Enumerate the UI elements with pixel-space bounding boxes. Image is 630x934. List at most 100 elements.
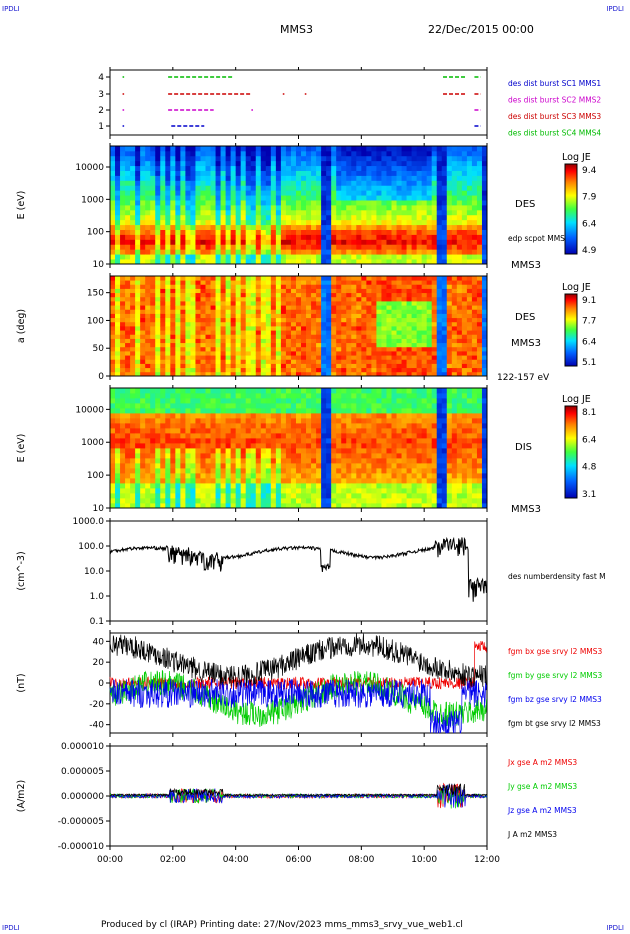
des-pitch-cell <box>421 330 428 335</box>
dis-energy-cell <box>270 453 277 459</box>
des-energy-cell <box>155 234 161 240</box>
des-energy-cell <box>135 229 141 235</box>
dis-energy-cell <box>366 448 372 454</box>
des-energy-cell <box>165 190 171 196</box>
des-energy-cell <box>115 249 121 255</box>
des-energy-cell <box>311 244 317 250</box>
dis-energy-cell <box>336 453 342 459</box>
des-energy-cell <box>306 160 312 167</box>
burst-legend-entry: des dist burst SC1 MMS1 <box>508 79 601 88</box>
des-energy-cell <box>175 190 181 196</box>
des-energy-cell <box>436 244 443 250</box>
des-pitch-cell <box>175 313 181 319</box>
dis-energy-cell <box>150 503 156 509</box>
dis-energy-cell <box>145 403 151 409</box>
dis-energy-cell <box>165 463 171 469</box>
dis-energy-cell <box>215 473 221 479</box>
dis-energy-cell <box>275 408 282 414</box>
des-pitch-cell <box>301 334 307 339</box>
des-energy-cell <box>220 165 227 171</box>
des-pitch-cell <box>150 309 156 314</box>
dis-energy-cell <box>185 398 191 404</box>
des-energy-colorbar-tick-label: 7.9 <box>582 193 597 203</box>
des-pitch-cell <box>270 321 277 327</box>
des-pitch-cell <box>346 288 352 294</box>
des-pitch-cell <box>225 288 232 294</box>
des-pitch-cell <box>140 351 146 356</box>
des-energy-cell <box>140 209 146 216</box>
des-pitch-cell <box>416 367 423 373</box>
des-energy-cell <box>336 150 342 157</box>
des-pitch-cell <box>361 342 367 348</box>
des-pitch-cell <box>431 367 438 373</box>
dis-energy-cell <box>145 448 151 454</box>
dis-energy-cell <box>250 398 257 404</box>
des-pitch-cell <box>351 342 357 348</box>
des-pitch-cell <box>155 367 161 373</box>
des-energy-cell <box>165 209 171 216</box>
des-pitch-cell <box>411 276 418 281</box>
des-pitch-cell <box>130 288 136 294</box>
des-pitch-cell <box>366 334 372 339</box>
des-energy-cell <box>115 209 121 216</box>
des-pitch-cell <box>441 346 448 352</box>
des-energy-cell <box>421 244 428 250</box>
des-energy-cell <box>421 254 428 260</box>
des-pitch-cell <box>265 355 272 360</box>
dis-energy-cell <box>230 453 237 459</box>
des-pitch-cell <box>416 371 423 377</box>
des-pitch-cell <box>351 309 357 314</box>
des-pitch-cell <box>346 363 352 369</box>
dis-energy-cell <box>165 423 171 429</box>
des-pitch-cell <box>225 330 232 335</box>
des-pitch-cell <box>270 288 277 294</box>
des-pitch-cell <box>170 334 176 339</box>
des-energy-cell <box>316 146 322 152</box>
des-energy-cell <box>255 175 262 181</box>
des-pitch-cell <box>346 313 352 319</box>
dis-energy-cell <box>301 493 307 499</box>
des-pitch-cell <box>346 326 352 331</box>
dis-energy-cell <box>351 468 357 474</box>
dis-energy-cell <box>170 503 176 509</box>
des-energy-cell <box>285 155 292 162</box>
des-pitch-cell <box>250 292 257 298</box>
des-pitch-cell <box>461 330 468 335</box>
des-pitch-cell <box>481 305 488 310</box>
des-pitch-cell <box>135 284 141 289</box>
des-energy-cell <box>220 244 227 250</box>
dis-energy-cell <box>316 393 322 399</box>
des-energy-cell <box>476 259 483 265</box>
dis-energy-cell <box>110 453 116 459</box>
des-pitch-cell <box>441 301 448 306</box>
des-energy-cell <box>210 146 216 152</box>
des-energy-cell <box>431 229 438 235</box>
des-pitch-cell <box>341 367 347 373</box>
des-pitch-cell <box>270 346 277 352</box>
dis-energy-cell <box>240 493 247 499</box>
des-pitch-cell <box>150 359 156 364</box>
des-pitch-cell <box>145 330 151 335</box>
des-energy-cell <box>436 160 443 167</box>
des-energy-cell <box>155 219 161 226</box>
des-energy-cell <box>446 209 453 216</box>
des-energy-cell <box>115 229 121 235</box>
dis-energy-cell <box>260 498 267 504</box>
des-energy-cell <box>175 239 181 245</box>
des-energy-cell <box>170 224 176 230</box>
dis-energy-cell <box>230 478 237 484</box>
des-pitch-cell <box>185 330 191 335</box>
dis-energy-cell <box>215 498 221 504</box>
des-pitch-cell <box>210 292 216 298</box>
des-energy-cell <box>170 249 176 255</box>
des-pitch-cell <box>210 371 216 377</box>
des-pitch-cell <box>155 288 161 294</box>
dis-energy-cell <box>205 468 211 474</box>
des-energy-cell <box>341 146 347 152</box>
dis-energy-cell <box>205 488 211 494</box>
des-pitch-cell <box>235 313 242 319</box>
des-pitch-cell <box>165 296 171 302</box>
des-pitch-cell <box>135 288 141 294</box>
dis-energy-cell <box>115 408 121 414</box>
des-energy-cell <box>110 229 116 235</box>
